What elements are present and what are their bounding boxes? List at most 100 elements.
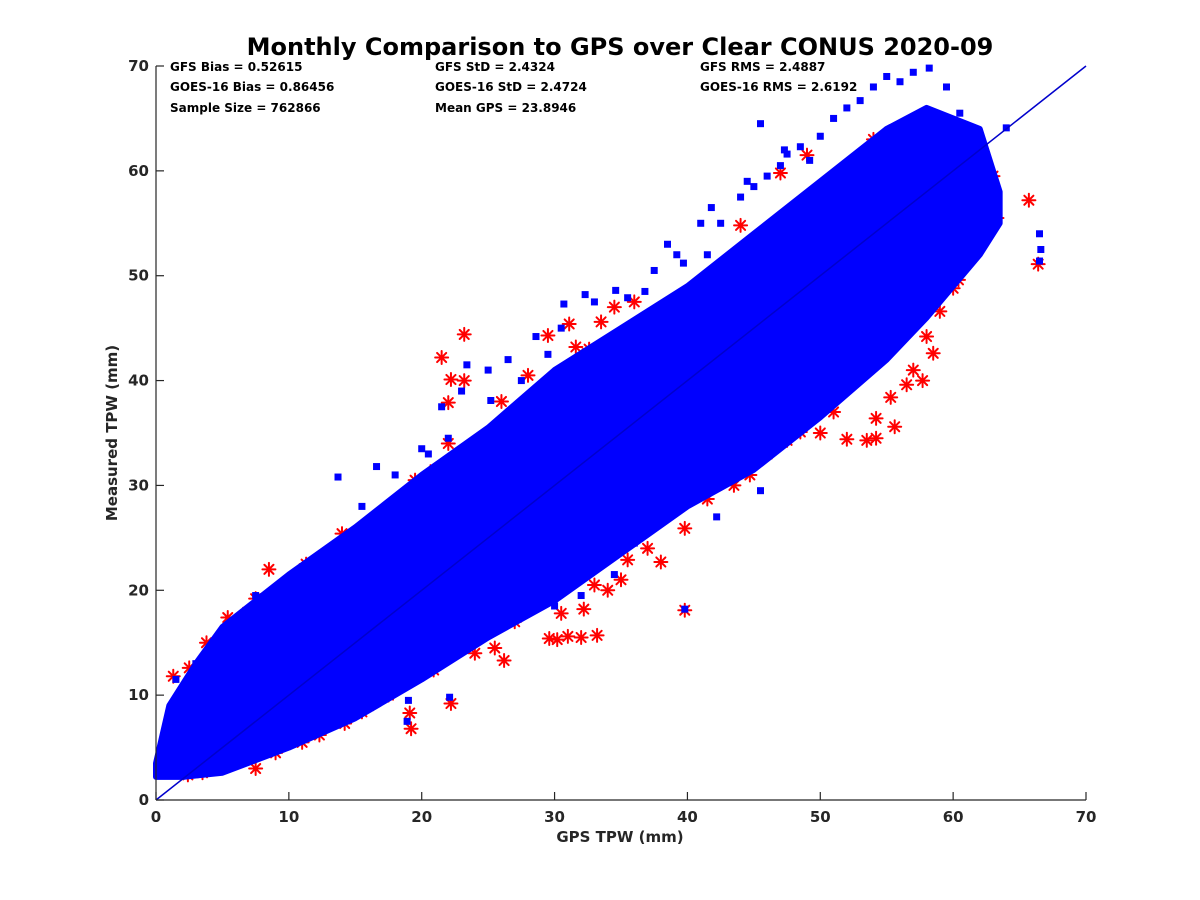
red-asterisk-point	[677, 520, 693, 536]
y-tick-label: 60	[128, 162, 149, 180]
blue-dense-point-cloud	[153, 104, 1003, 780]
red-asterisk-point	[434, 350, 450, 366]
blue-square-point	[590, 298, 598, 306]
stat-text: GOES-16 Bias = 0.86456	[170, 80, 334, 94]
x-tick-label: 40	[677, 808, 698, 826]
blue-square-point	[597, 356, 605, 364]
blue-square-point	[487, 396, 495, 404]
blue-square-point	[810, 398, 818, 406]
blue-square-point	[484, 366, 492, 374]
blue-square-point	[444, 434, 452, 442]
blue-square-point	[403, 717, 411, 725]
red-asterisk-point	[549, 632, 565, 648]
red-asterisk-point	[915, 373, 931, 389]
blue-square-point	[956, 261, 964, 269]
blue-square-point	[216, 633, 224, 641]
blue-square-point	[463, 361, 471, 369]
blue-square-point	[391, 471, 399, 479]
red-asterisk-point	[553, 605, 569, 621]
blue-square-point	[776, 162, 784, 170]
red-asterisk-point	[403, 721, 419, 737]
red-asterisk-point	[839, 431, 855, 447]
blue-square-point	[641, 287, 649, 295]
blue-square-point	[404, 696, 412, 704]
blue-square-point	[551, 602, 559, 610]
blue-square-point	[989, 198, 997, 206]
red-asterisk-point	[540, 327, 556, 343]
y-axis-label: Measured TPW (mm)	[103, 345, 121, 521]
red-asterisk-point	[576, 601, 592, 617]
blue-square-point	[192, 660, 200, 668]
red-asterisk-point	[899, 377, 915, 393]
blue-square-point	[311, 565, 319, 573]
blue-square-point	[707, 204, 715, 212]
red-asterisk-point	[402, 705, 418, 721]
one-to-one-reference-line	[155, 65, 1087, 801]
x-tick-label: 50	[810, 808, 831, 826]
red-asterisk-point	[261, 561, 277, 577]
red-asterisk-point	[456, 373, 472, 389]
red-asterisk-point	[905, 362, 921, 378]
red-asterisk-point	[883, 389, 899, 405]
axis-ticks: 0 10 20 30 40 50 60 70 0 10 20 30 40 50 60 70	[128, 57, 1096, 826]
red-asterisk-point	[440, 395, 456, 411]
blue-square-point	[331, 544, 339, 552]
blue-square-point	[560, 300, 568, 308]
x-axis-label: GPS TPW (mm)	[556, 828, 683, 846]
blue-square-point	[650, 266, 658, 274]
blue-square-point	[683, 356, 691, 364]
y-tick-label: 70	[128, 57, 149, 75]
blue-square-point	[624, 294, 632, 302]
red-asterisk-point	[620, 552, 636, 568]
blue-square-point	[577, 592, 585, 600]
blue-square-point	[757, 120, 764, 128]
blue-square-point	[770, 434, 778, 442]
blue-square-point	[916, 314, 924, 322]
x-tick-label: 30	[544, 808, 565, 826]
blue-square-point	[943, 83, 950, 91]
blue-square-point	[557, 324, 565, 332]
x-tick-label: 60	[943, 808, 964, 826]
blue-square-point	[334, 473, 342, 481]
blue-square-point	[446, 693, 454, 701]
blue-square-point	[883, 72, 891, 80]
red-asterisk-point	[456, 326, 472, 342]
blue-square-point	[697, 219, 705, 227]
blue-square-point	[681, 605, 689, 613]
blue-square-point	[850, 371, 857, 379]
stat-text: GFS StD = 2.4324	[435, 60, 555, 74]
blue-square-point	[278, 581, 286, 589]
red-asterisk-point	[887, 419, 903, 435]
x-tick-label: 10	[278, 808, 299, 826]
red-asterisk-point	[919, 329, 935, 345]
red-asterisk-point	[613, 572, 629, 588]
blue-square-point	[418, 445, 426, 453]
red-asterisk-point	[653, 554, 669, 570]
red-asterisk-point	[733, 217, 749, 233]
red-asterisk-point	[640, 540, 656, 556]
red-asterisk-point	[573, 629, 589, 645]
red-asterisk-point	[520, 367, 536, 383]
red-asterisk-point	[589, 627, 605, 643]
blue-square-point	[969, 240, 977, 248]
y-tick-label: 10	[128, 686, 149, 704]
red-asterisk-point	[925, 345, 941, 361]
blue-square-point	[544, 350, 552, 358]
blue-square-point	[358, 502, 366, 510]
red-asterisk-point	[496, 653, 512, 669]
blue-square-point	[956, 109, 964, 117]
y-tick-label: 20	[128, 581, 149, 599]
blue-square-point	[1037, 246, 1045, 253]
blue-square-point	[378, 565, 386, 573]
stat-text: GOES-16 StD = 2.4724	[435, 80, 587, 94]
blue-square-point	[909, 68, 917, 76]
blue-square-point	[610, 571, 618, 579]
blue-square-point	[889, 308, 897, 316]
blue-square-point	[863, 356, 871, 364]
blue-square-point	[717, 219, 725, 227]
red-asterisk-point	[568, 339, 584, 355]
blue-square-point	[1036, 230, 1043, 238]
blue-square-point	[780, 146, 788, 154]
red-asterisk-point	[600, 582, 616, 598]
